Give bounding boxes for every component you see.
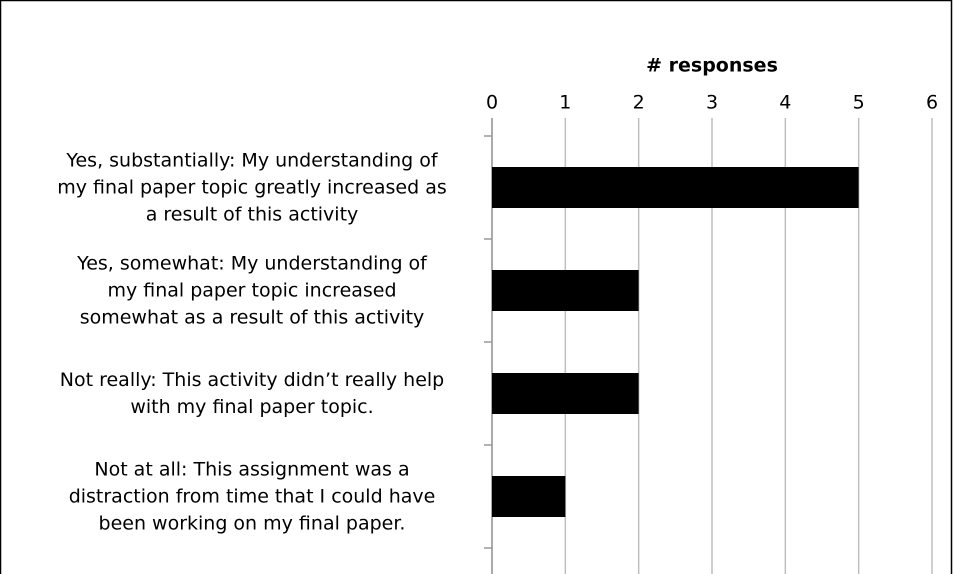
bar (492, 270, 639, 311)
x-tick-label: 6 (926, 92, 938, 114)
label-line: distraction from time that I could have (69, 485, 436, 507)
label-line: Yes, substantially: My understanding of (65, 149, 438, 171)
label-line: my final paper topic increased (107, 279, 396, 301)
y-tick-label: Yes, substantially: My understanding of m… (57, 149, 447, 225)
axis-title: # responses (646, 55, 778, 77)
x-tick-label: 1 (559, 92, 571, 114)
label-line: somewhat as a result of this activity (80, 306, 425, 328)
label-line: Yes, somewhat: My understanding of (76, 252, 428, 274)
x-tick-label: 4 (779, 92, 791, 114)
x-tick-label: 0 (486, 92, 498, 114)
x-tick-label: 5 (853, 92, 865, 114)
x-tick-label: 3 (706, 92, 718, 114)
bar (492, 167, 859, 208)
y-tick-label: Not at all: This assignment was a distrac… (69, 458, 436, 534)
bar (492, 476, 566, 517)
x-tick-label: 2 (633, 92, 645, 114)
label-line: a result of this activity (146, 203, 359, 225)
label-line: my final paper topic greatly increased a… (57, 176, 447, 198)
label-line: Not really: This activity didn’t really … (60, 369, 444, 391)
bar (492, 373, 639, 414)
label-line: been working on my final paper. (99, 512, 406, 534)
y-tick-label: Not really: This activity didn’t really … (60, 369, 444, 418)
y-tick-label: Yes, somewhat: My understanding of my fin… (76, 252, 428, 328)
label-line: with my final paper topic. (130, 396, 373, 418)
label-line: Not at all: This assignment was a (94, 458, 409, 480)
